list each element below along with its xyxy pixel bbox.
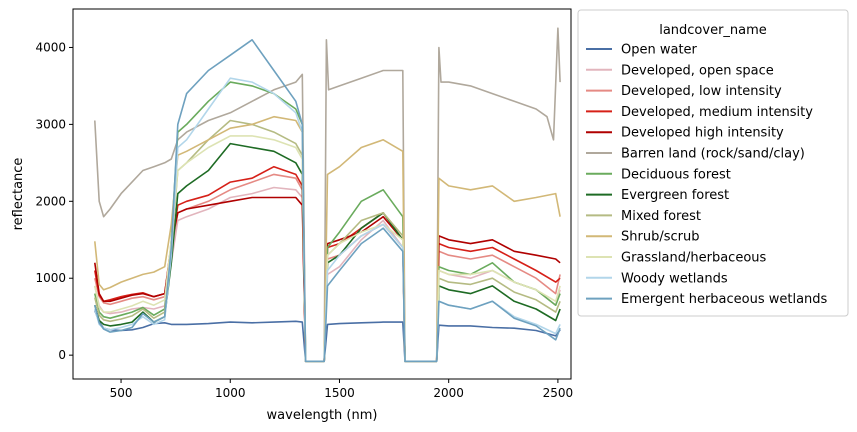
series-line-0 <box>94 310 561 363</box>
legend-items: Open water Developed, open space Developed… <box>586 43 828 307</box>
legend-label-10: Grassland/herbaceous <box>621 251 767 266</box>
legend-label-6: Deciduous forest <box>621 167 731 182</box>
legend-label-5: Barren land (rock/sand/clay) <box>621 147 805 162</box>
x-tick-label: 500 <box>110 386 133 400</box>
y-axis-ticks: 0 1000 2000 3000 4000 <box>35 40 73 362</box>
y-tick-label: 2000 <box>35 194 66 208</box>
x-axis-label: wavelength (nm) <box>267 408 378 423</box>
legend-label-4: Developed high intensity <box>621 126 784 141</box>
y-axis-label: reflectance <box>11 158 26 231</box>
x-tick-label: 2500 <box>543 386 574 400</box>
legend-label-8: Mixed forest <box>621 209 701 224</box>
y-tick-label: 3000 <box>35 117 66 131</box>
plot-frame <box>72 8 572 380</box>
legend-label-12: Emergent herbaceous wetlands <box>621 292 828 307</box>
x-tick-label: 1500 <box>324 386 355 400</box>
x-axis-ticks: 500 1000 1500 2000 2500 <box>110 379 574 400</box>
legend-label-2: Developed, low intensity <box>621 84 782 99</box>
legend-label-0: Open water <box>621 43 698 58</box>
y-tick-label: 4000 <box>35 40 66 54</box>
legend: landcover_name Open water Developed, open… <box>577 9 849 317</box>
y-tick-label: 0 <box>58 348 66 362</box>
x-tick-label: 1000 <box>215 386 246 400</box>
plot-lines <box>94 27 561 363</box>
legend-label-1: Developed, open space <box>621 63 774 78</box>
legend-label-11: Woody wetlands <box>621 271 728 286</box>
series-line-12 <box>94 38 561 363</box>
legend-frame <box>577 9 849 317</box>
legend-title: landcover_name <box>659 23 767 38</box>
legend-label-9: Shrub/scrub <box>621 230 699 245</box>
y-tick-label: 1000 <box>35 271 66 285</box>
legend-label-7: Evergreen forest <box>621 188 729 203</box>
legend-label-3: Developed, medium intensity <box>621 105 813 120</box>
x-tick-label: 2000 <box>433 386 464 400</box>
